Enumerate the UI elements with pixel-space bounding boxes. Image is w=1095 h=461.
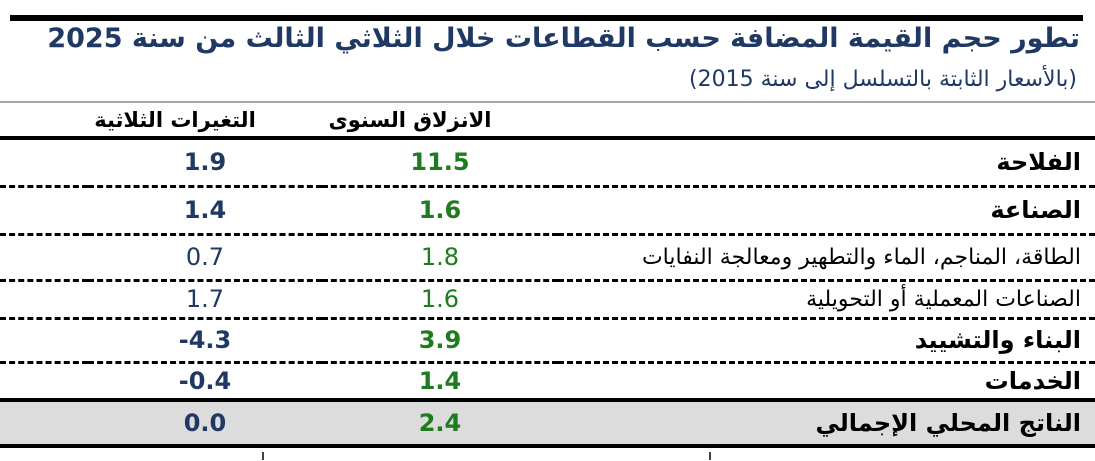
page-subtitle: (بالأسعار الثابتة بالتسلسل إلى سنة 2015) — [689, 67, 1077, 92]
quarterly-value-cell: 0.0 — [183, 409, 227, 437]
sector-cell: الطاقة، المناجم، الماء والتطهير ومعالجة … — [641, 244, 1081, 270]
annual-value-cell: 3.9 — [418, 326, 462, 354]
sector-cell: الفلاحة — [996, 148, 1081, 177]
bottom-column-tick — [262, 452, 264, 460]
annual-value-cell: 1.8 — [420, 243, 460, 271]
table-row-gdp-total: الناتج المحلي الإجمالي 2.4 0.0 — [0, 400, 1095, 446]
sector-cell: الخدمات — [984, 366, 1081, 395]
table-row-agriculture: الفلاحة 11.5 1.9 — [0, 138, 1095, 186]
quarterly-value-cell: 1.4 — [183, 196, 227, 224]
sector-cell: الصناعات المعملية أو التحويلية — [806, 286, 1081, 312]
annual-value-cell: 2.4 — [418, 409, 462, 437]
quarterly-value-cell: 0.7 — [185, 243, 225, 271]
quarterly-change-column-header: التغيرات الثلاثية — [94, 107, 256, 132]
sector-cell: الناتج المحلي الإجمالي — [815, 409, 1081, 437]
quarterly-value-cell: 1.9 — [183, 148, 227, 177]
spacer-column-header — [0, 102, 88, 138]
header-row: الانزلاق السنوى التغيرات الثلاثية — [0, 102, 1095, 138]
annual-value-cell: 1.6 — [420, 285, 460, 313]
sector-column-header — [558, 102, 1095, 138]
bottom-column-tick — [709, 452, 711, 460]
annual-slide-column-header: الانزلاق السنوى — [328, 107, 492, 132]
quarterly-value-cell: 1.7 — [185, 285, 225, 313]
sector-cell: البناء والتشييد — [914, 326, 1081, 354]
table-row-services: الخدمات 1.4 -0.4 — [0, 362, 1095, 400]
table-row-industry: الصناعة 1.6 1.4 — [0, 186, 1095, 234]
annual-value-cell: 1.4 — [418, 366, 462, 395]
sector-cell: الصناعة — [990, 196, 1081, 224]
table-row-energy-mines-water-waste: الطاقة، المناجم، الماء والتطهير ومعالجة … — [0, 234, 1095, 280]
table-row-construction: البناء والتشييد 3.9 -4.3 — [0, 318, 1095, 362]
quarterly-value-cell: -0.4 — [178, 366, 232, 395]
sector-value-added-table: الانزلاق السنوى التغيرات الثلاثية الفلاح… — [0, 101, 1095, 448]
quarterly-value-cell: -4.3 — [178, 326, 232, 354]
annual-value-cell: 1.6 — [418, 196, 462, 224]
top-divider — [10, 15, 1083, 21]
annual-value-cell: 11.5 — [410, 148, 470, 177]
page-title: تطور حجم القيمة المضافة حسب القطاعات خلا… — [47, 23, 1080, 54]
table-row-manufacturing: الصناعات المعملية أو التحويلية 1.6 1.7 — [0, 280, 1095, 318]
